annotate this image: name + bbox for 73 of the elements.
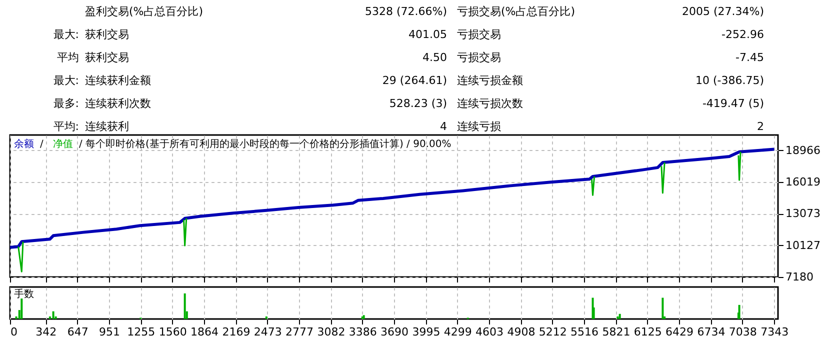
y-tick-label: 13073 <box>786 207 820 220</box>
text: 528.23 (3) <box>389 97 447 110</box>
text: 401.05 <box>408 28 447 41</box>
bar <box>20 298 23 319</box>
text: 最大: <box>53 28 79 41</box>
bar <box>184 293 186 319</box>
text: 4.50 <box>422 51 447 64</box>
x-tick-label: 0 <box>10 326 18 338</box>
y-tick-label: 18966 <box>786 144 820 157</box>
x-tick-label: 6125 <box>634 326 662 338</box>
text: 连续获利金额 <box>85 74 151 87</box>
text: 最大: <box>53 74 79 87</box>
x-tick-label: 2777 <box>285 326 314 338</box>
y-axis-title: 手数 <box>14 288 34 300</box>
text: 获利交易 <box>85 28 129 41</box>
bar <box>265 316 268 319</box>
x-tick-label: 4908 <box>507 326 536 338</box>
x-tick-label: 6734 <box>697 326 726 338</box>
text: 连续获利次数 <box>85 97 151 110</box>
text: 2 <box>757 120 764 133</box>
annotation: / <box>40 139 44 150</box>
text: -419.47 (5) <box>702 97 764 110</box>
x-tick-label: 4299 <box>444 326 472 338</box>
text: 连续亏损金额 <box>457 74 523 87</box>
x-tick-label: 2473 <box>254 326 282 338</box>
text: 连续亏损次数 <box>457 97 523 110</box>
text: 净值 <box>53 138 73 150</box>
line-series <box>10 148 776 249</box>
text: 亏损交易 <box>457 51 501 64</box>
x-tick-label: 3995 <box>412 326 440 338</box>
text: 4 <box>440 120 447 133</box>
bar <box>616 316 619 319</box>
text: 连续获利 <box>85 120 129 133</box>
x-tick-label: 7343 <box>760 326 789 338</box>
text: 29 (264.61) <box>382 74 447 87</box>
y-tick-label: 10127 <box>786 238 820 252</box>
text: 2005 (27.34%) <box>682 5 764 18</box>
x-tick-label: 647 <box>67 326 88 338</box>
y-tick-label: 7180 <box>786 270 814 284</box>
x-tick-label: 2169 <box>222 326 250 338</box>
bar <box>662 298 664 319</box>
text: 亏损交易 <box>457 28 501 41</box>
text: 平均: <box>53 120 79 133</box>
bar <box>738 304 740 319</box>
text: 余额 <box>14 138 34 150</box>
text: -7.45 <box>736 51 764 64</box>
x-tick-label: 1560 <box>158 326 187 338</box>
bar <box>52 311 54 319</box>
y-tick-label: 16019 <box>786 176 820 189</box>
annotation: / 每个即时价格(基于所有可利用的最小时段的每一个价格的分形插值计算) / 90.00% <box>79 138 452 150</box>
text: 10 (-386.75) <box>695 74 764 87</box>
x-tick-label: 6429 <box>666 326 694 338</box>
text: 最多: <box>53 97 79 110</box>
x-tick-label: 1864 <box>190 326 218 338</box>
text: 连续亏损 <box>457 120 501 133</box>
text: 盈利交易(%占总百分比) <box>85 5 204 18</box>
x-tick-label: 5516 <box>570 326 599 338</box>
text: -252.96 <box>722 28 764 41</box>
x-tick-label: 342 <box>36 326 57 338</box>
x-tick-label: 3082 <box>317 326 346 338</box>
x-tick-label: 5212 <box>538 326 567 338</box>
x-tick-label: 7038 <box>728 326 757 338</box>
x-tick-label: 951 <box>98 326 120 338</box>
text: 5328 (72.66%) <box>364 5 447 18</box>
bar <box>618 314 621 319</box>
x-tick-label: 3690 <box>380 326 408 338</box>
x-tick-label: 5821 <box>602 326 630 338</box>
text: 亏损交易(%占总百分比) <box>457 5 576 18</box>
x-tick-label: 1255 <box>127 326 156 338</box>
x-tick-label: 4603 <box>476 326 504 338</box>
text: 平均 <box>57 51 79 64</box>
x-tick-label: 3386 <box>348 326 377 338</box>
text: 获利交易 <box>85 51 129 64</box>
